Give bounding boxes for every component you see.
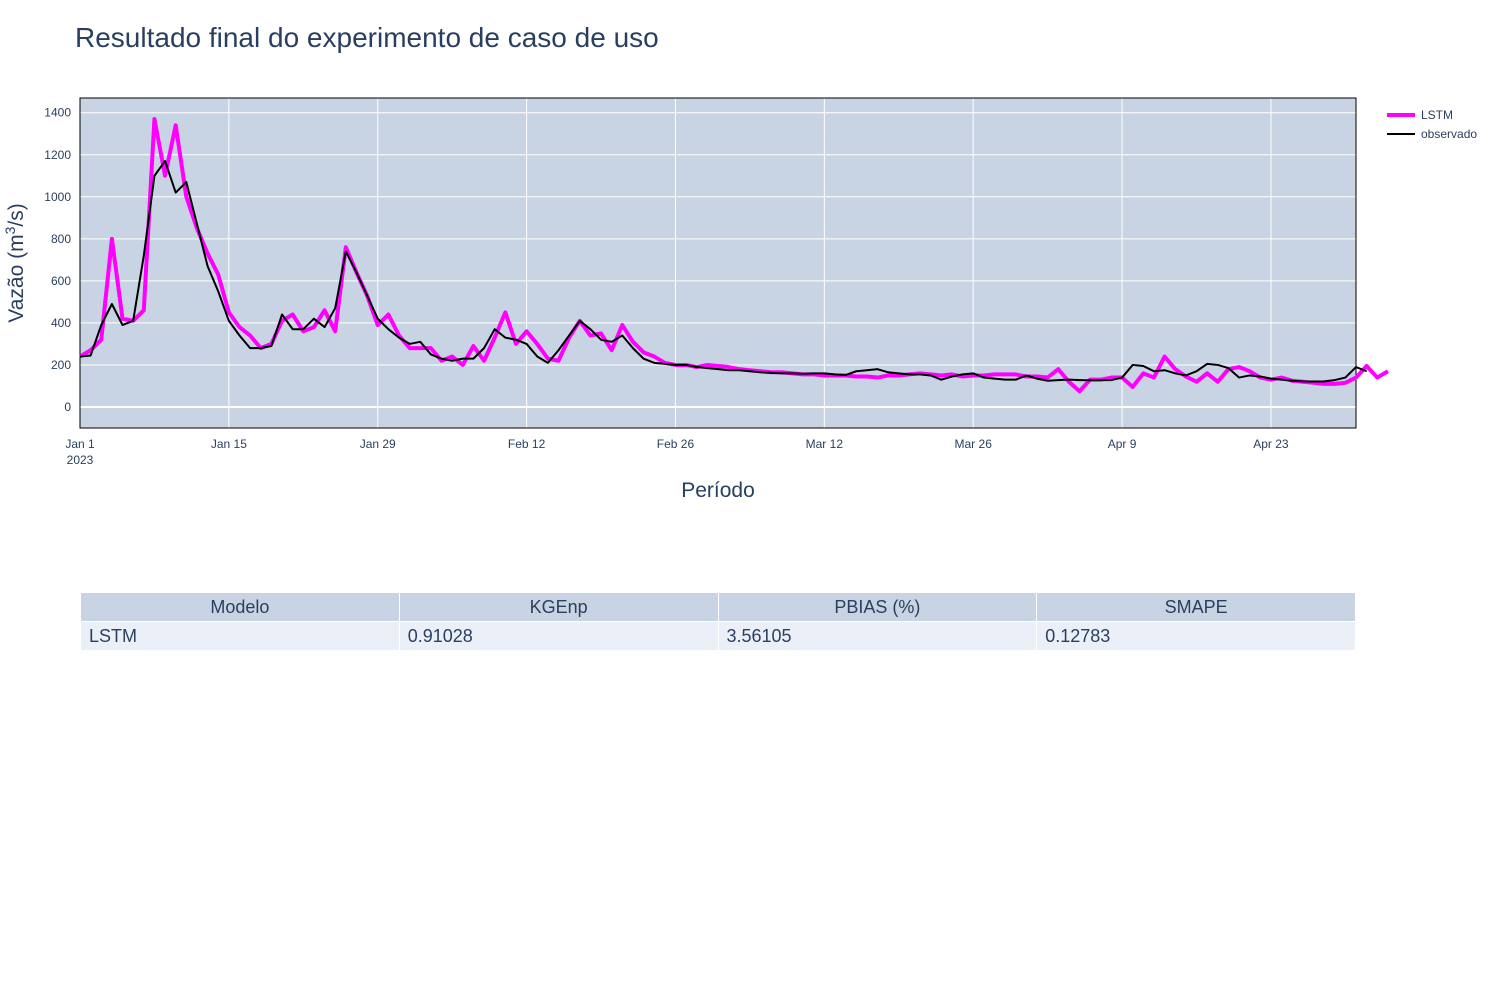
y-tick-label: 1200 [44,148,71,162]
header-pbias: PBIAS (%) [717,592,1038,622]
x-tick-label: Feb 12 [508,437,546,451]
cell-pbias: 3.56105 [717,621,1038,651]
y-tick-label: 600 [51,274,71,288]
legend-label-observado: observado [1421,127,1477,141]
x-tick-label: Jan 29 [360,437,396,451]
y-axis-title-sup: 3 [2,226,18,234]
y-axis-title-tail: /s) [5,203,28,226]
plot-background [80,98,1356,428]
x-tick-label: Feb 26 [657,437,695,451]
y-axis: 0 200 400 600 800 1000 1200 1400 [44,106,71,414]
y-tick-label: 1400 [44,106,71,120]
y-axis-title: Vazão (m3/s) [2,203,28,322]
cell-kgenp: 0.91028 [398,621,719,651]
x-tick-label: Jan 1 [65,437,95,451]
y-tick-label: 800 [51,232,71,246]
header-modelo: Modelo [80,592,400,622]
cell-modelo: LSTM [80,621,400,651]
x-tick-label: Mar 12 [806,437,844,451]
series-line-lstm [78,117,1389,394]
series-line-observado [79,160,1367,383]
x-tick-label: Mar 26 [955,437,993,451]
x-tick-label: Apr 9 [1108,437,1137,451]
y-tick-label: 200 [51,358,71,372]
header-kgenp: KGEnp [398,592,719,622]
table-row: LSTM 0.91028 3.56105 0.12783 [80,621,1356,651]
x-tick-label: Jan 15 [211,437,247,451]
y-axis-title-base: Vazão (m [5,234,28,322]
series-layer [78,117,1389,394]
chart-title: Resultado final do experimento de caso d… [75,22,659,53]
x-axis-title: Período [681,479,755,502]
header-smape: SMAPE [1036,592,1356,622]
x-axis: Jan 1 2023 Jan 15 Jan 29 Feb 12 Feb 26 Mar 12 M… [65,437,1289,467]
y-tick-label: 0 [64,400,71,414]
y-tick-label: 1000 [44,190,71,204]
x-tick-sublabel: 2023 [67,453,94,467]
plot-area [79,97,1357,429]
x-tick-label: Apr 23 [1253,437,1289,451]
cell-smape: 0.12783 [1036,621,1356,651]
legend-label-lstm: LSTM [1421,108,1453,122]
plot-border [79,97,1357,429]
legend: LSTM observado [1387,108,1477,141]
metrics-table: Modelo KGEnp PBIAS (%) SMAPE LSTM 0.9102… [80,592,1356,651]
table-header-row: Modelo KGEnp PBIAS (%) SMAPE [80,592,1356,622]
y-tick-label: 400 [51,316,71,330]
